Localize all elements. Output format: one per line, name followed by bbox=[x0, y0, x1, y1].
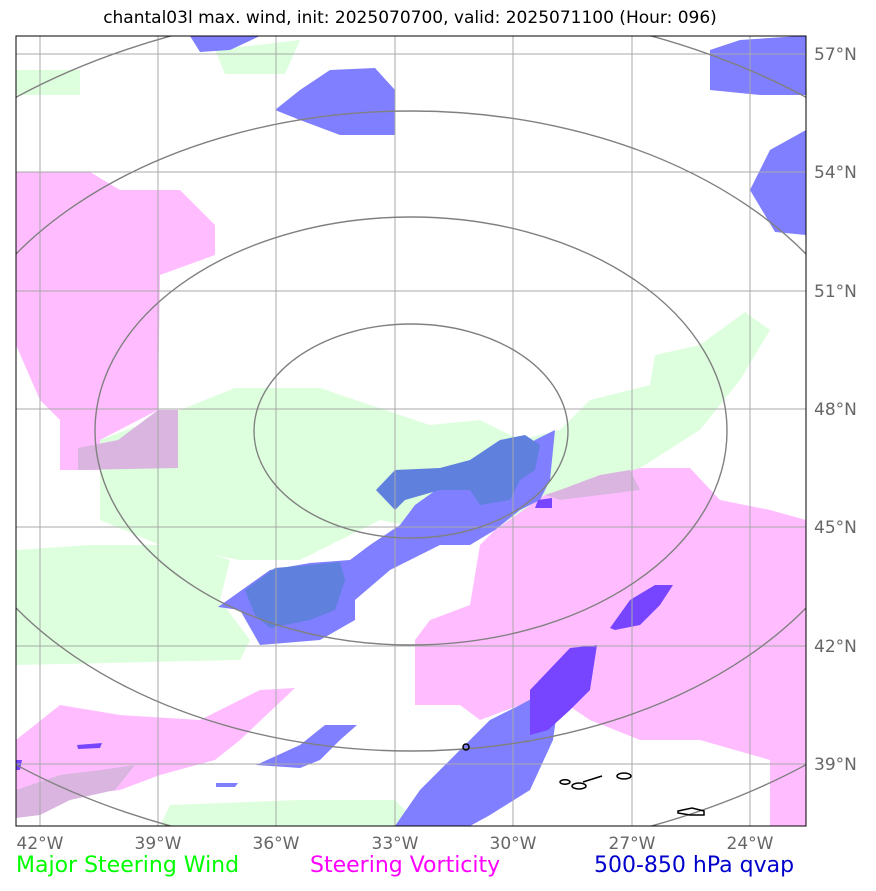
lon-label: 33°W bbox=[372, 834, 419, 854]
lon-label: 39°W bbox=[135, 834, 182, 854]
lon-label: 27°W bbox=[609, 834, 656, 854]
map-title: chantal03l max. wind, init: 2025070700, … bbox=[103, 8, 717, 28]
longitude-gridlines bbox=[39, 36, 751, 826]
qvap-dark-fill bbox=[16, 498, 673, 770]
lon-label: 42°W bbox=[17, 834, 64, 854]
lon-label: 36°W bbox=[253, 834, 300, 854]
lat-label: 45°N bbox=[814, 518, 857, 538]
lat-label: 51°N bbox=[814, 282, 857, 302]
range-rings bbox=[16, 36, 806, 826]
map-frame bbox=[15, 35, 807, 827]
longitude-labels: 42°W 39°W 36°W 33°W 30°W 27°W 24°W bbox=[17, 834, 774, 854]
lat-label: 39°N bbox=[814, 755, 857, 775]
latitude-labels: 57°N 54°N 51°N 48°N 45°N 42°N 39°N bbox=[814, 45, 857, 775]
lat-label: 57°N bbox=[814, 45, 857, 65]
steering-wind-fill bbox=[16, 40, 770, 826]
coastline bbox=[462, 743, 705, 816]
legend-steering-wind: Major Steering Wind bbox=[16, 853, 240, 878]
lat-label: 48°N bbox=[814, 400, 857, 420]
lon-label: 30°W bbox=[490, 834, 537, 854]
latitude-gridlines bbox=[16, 53, 806, 765]
legend-steering-vorticity: Steering Vorticity bbox=[310, 853, 501, 878]
legend-qvap: 500-850 hPa qvap bbox=[594, 853, 795, 878]
lon-label: 24°W bbox=[727, 834, 774, 854]
overlap-vorticity-wind bbox=[16, 410, 640, 818]
lat-label: 42°N bbox=[814, 637, 857, 657]
overlap-wind-qvap bbox=[245, 435, 540, 628]
lat-label: 54°N bbox=[814, 163, 857, 183]
